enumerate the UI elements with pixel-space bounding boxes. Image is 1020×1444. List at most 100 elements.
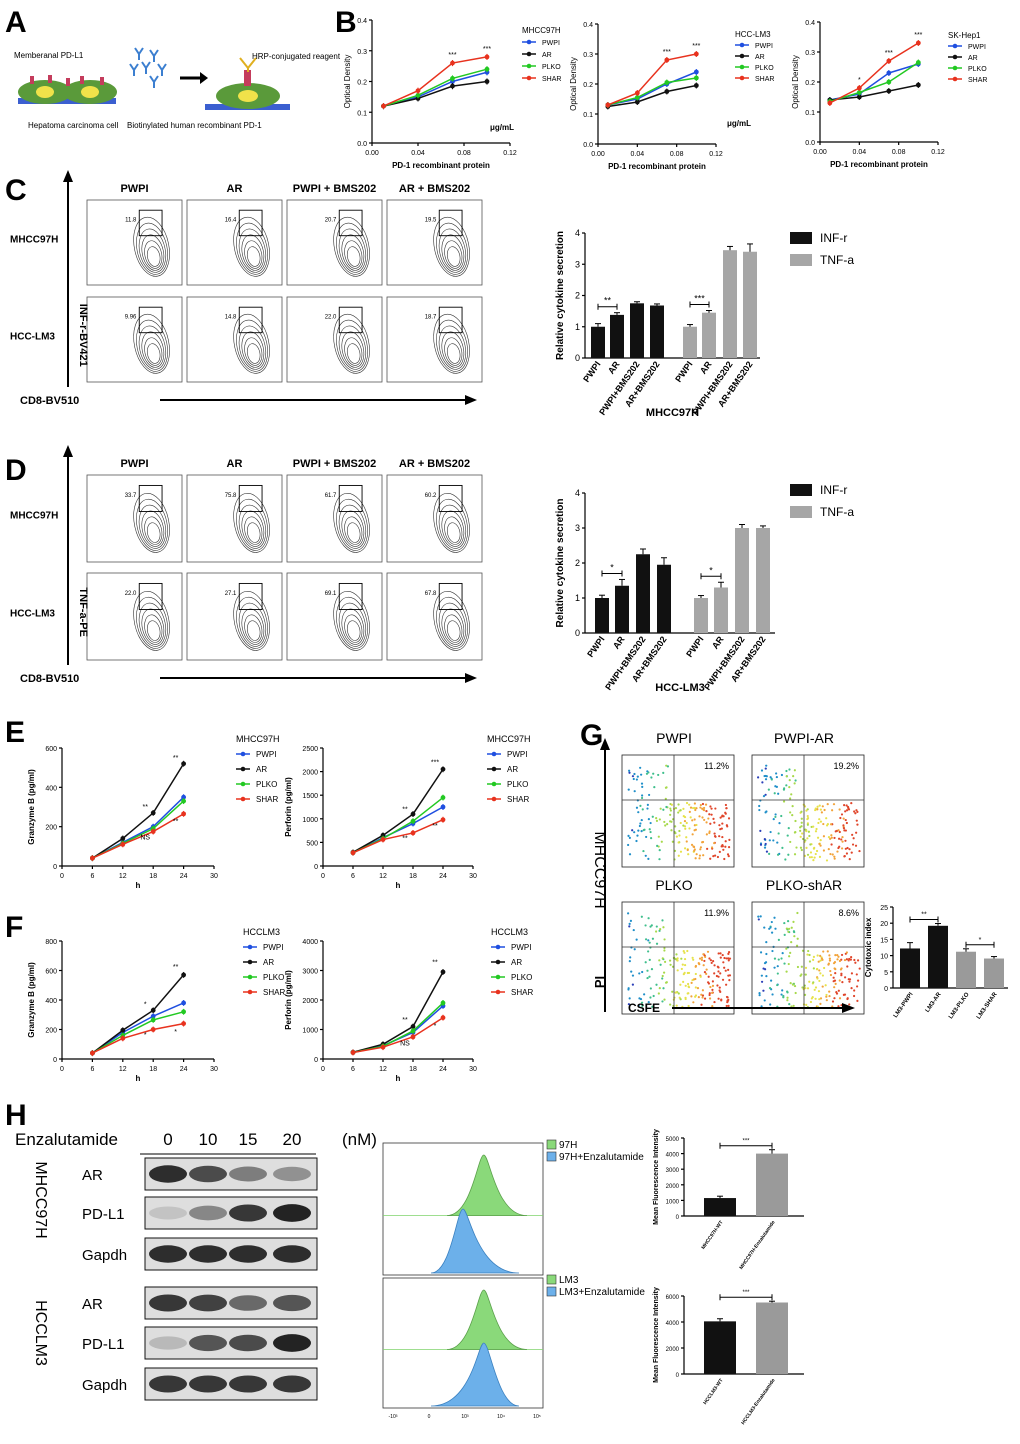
legend-label: INF-r — [820, 483, 847, 497]
event-dot — [805, 846, 808, 849]
y-tick-label: 1000 — [302, 817, 318, 824]
y-tick-label: 400 — [45, 785, 57, 792]
significance-mark: ** — [173, 755, 179, 762]
legend-marker — [240, 766, 246, 772]
event-dot — [691, 806, 695, 810]
event-dot — [858, 967, 861, 970]
x-tick-label: 0 — [60, 873, 64, 880]
unit-label: (nM) — [342, 1130, 377, 1149]
y-tick-label: 0.3 — [805, 50, 815, 57]
event-dot — [804, 973, 807, 976]
event-dot — [853, 989, 856, 992]
event-dot — [680, 957, 683, 960]
legend-label: PLKO — [511, 973, 532, 982]
event-dot — [723, 956, 726, 960]
data-point-plko — [664, 80, 670, 85]
y-axis-label: Cytotoxic index — [864, 917, 873, 977]
legend-label: PLKO — [755, 65, 774, 72]
y-tick-label: 3 — [575, 259, 580, 269]
significance-mark: *** — [663, 49, 671, 56]
event-dot — [640, 830, 643, 833]
contour-line — [446, 246, 461, 267]
panel-letter-h: H — [5, 1099, 27, 1132]
event-dot — [834, 968, 837, 971]
event-dot — [844, 847, 847, 850]
event-dot — [663, 998, 666, 1001]
legend-marker — [526, 75, 532, 81]
event-dot — [799, 835, 802, 838]
event-dot — [663, 820, 666, 824]
unit-label: μg/mL — [490, 123, 514, 132]
significance-mark: ** — [604, 296, 612, 306]
event-dot — [669, 820, 672, 823]
event-dot — [825, 817, 828, 820]
significance-mark: *** — [885, 50, 893, 57]
event-dot — [764, 811, 767, 814]
legend-marker — [491, 781, 497, 787]
event-dot — [701, 841, 704, 844]
event-dot — [662, 971, 666, 974]
x-tick-label: 0.00 — [813, 149, 827, 156]
event-dot — [717, 997, 720, 1000]
y-tick-label: 4 — [575, 488, 580, 498]
data-point-shar — [380, 1044, 386, 1050]
legend-marker — [491, 766, 497, 772]
y-tick-label: 0 — [53, 1057, 57, 1064]
event-dot — [651, 1005, 654, 1008]
event-dot — [794, 991, 797, 995]
event-dot — [846, 965, 849, 968]
event-dot — [780, 957, 783, 960]
event-dot — [851, 843, 855, 846]
event-dot — [703, 959, 706, 963]
event-dot — [727, 957, 730, 960]
event-dot — [677, 992, 680, 995]
gate-box — [138, 306, 163, 334]
contour-line — [438, 602, 467, 647]
legend-label: PWPI — [256, 750, 276, 759]
gate-percent: 67.8 — [425, 591, 437, 597]
band-label: AR — [82, 1167, 103, 1184]
data-point-pwpi — [440, 804, 446, 810]
category-label: HCCLM3-Enzalutamide — [740, 1378, 776, 1426]
y-axis-title: INF-r-BV421 — [77, 304, 89, 367]
event-dot — [682, 824, 685, 827]
event-dot — [834, 954, 837, 957]
event-dot — [816, 808, 819, 811]
significance-mark: ** — [402, 1017, 408, 1024]
event-dot — [820, 957, 824, 960]
y-tick-label: 500 — [306, 840, 318, 847]
x-tick-label: 12 — [119, 873, 127, 880]
event-dot — [819, 959, 822, 962]
x-arrowhead — [842, 1003, 855, 1013]
event-dot — [703, 818, 706, 822]
y-tick-label: 0.0 — [583, 142, 593, 149]
event-dot — [684, 996, 687, 999]
event-dot — [759, 915, 762, 918]
event-dot — [627, 988, 630, 991]
protein-band — [229, 1245, 267, 1263]
bar — [735, 528, 749, 633]
event-dot — [700, 956, 704, 959]
gate-box — [338, 582, 363, 610]
data-point-shar — [693, 51, 699, 57]
event-dot — [785, 784, 788, 787]
event-dot — [655, 819, 659, 822]
y-tick-label: 0.1 — [805, 110, 815, 117]
event-dot — [708, 992, 711, 995]
event-dot — [714, 835, 717, 838]
event-dot — [837, 837, 841, 840]
chart-h-mfi-lm3: 0 2000 4000 6000 Mean Fluorescence Intensity… — [653, 1287, 804, 1426]
bar — [928, 925, 948, 988]
event-dot — [628, 836, 631, 839]
y-axis-label: Granzyme B (pg/ml) — [27, 769, 36, 845]
event-dot — [762, 967, 765, 970]
event-dot — [765, 975, 768, 978]
event-dot — [658, 987, 661, 990]
gate-percent: 27.1 — [225, 591, 237, 597]
data-point-shar — [827, 100, 833, 106]
pd-l1-pd1-complex — [244, 70, 251, 86]
event-dot — [786, 920, 790, 923]
panel-letter-f: F — [5, 911, 23, 944]
protein-band — [273, 1334, 311, 1352]
